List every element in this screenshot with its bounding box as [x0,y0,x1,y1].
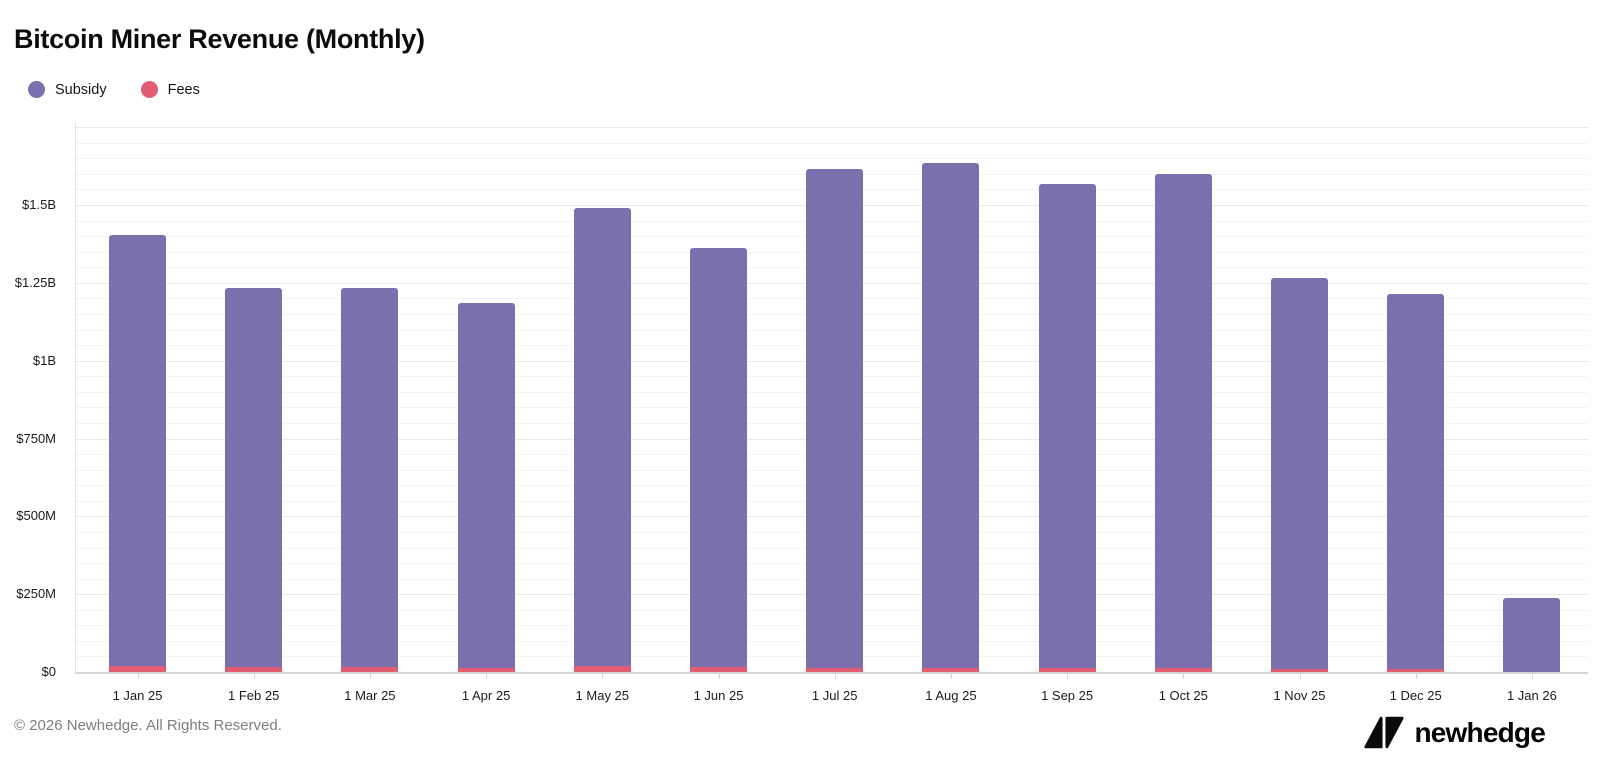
x-axis-label: 1 Jul 25 [811,688,858,703]
bar-1-jul-25-fees[interactable] [806,667,864,672]
bar-1-dec-25-subsidy[interactable] [1387,293,1445,670]
subsidy-dot-icon [28,81,45,98]
bar-1-nov-25-subsidy[interactable] [1271,278,1328,670]
fees-dot-icon [140,81,158,98]
x-axis-tick [253,674,255,679]
copyright-text: © 2026 Newhedge. All Rights Reserved. [14,717,282,734]
legend-item-subsidy[interactable]: Subsidy [28,81,107,98]
bar-1-nov-25-fees[interactable] [1271,669,1328,672]
gridline-1750m [75,127,1588,129]
bar-1-mar-25-subsidy[interactable] [341,288,399,668]
bar-1-jan-26-subsidy[interactable] [1503,597,1561,672]
legend-item-fees[interactable]: Fees [140,81,200,98]
legend-label-subsidy: Subsidy [55,81,107,98]
bar-1-jun-25-subsidy[interactable] [690,247,747,667]
x-axis-tick [486,674,488,679]
legend: Subsidy Fees [28,81,200,98]
gridline-1700m [75,142,1588,144]
x-axis-label: 1 Mar 25 [344,688,396,703]
bar-1-jul-25-subsidy[interactable] [806,169,864,668]
bar-1-sep-25-fees[interactable] [1038,668,1096,672]
bar-1-jan-25-fees[interactable] [109,665,166,672]
x-axis-label: 1 May 25 [575,688,630,703]
x-axis-label: 1 Nov 25 [1273,688,1326,703]
x-axis-label: 1 Feb 25 [228,688,280,703]
bar-1-dec-25-fees[interactable] [1387,669,1445,672]
y-axis-label: $750M [16,430,56,446]
bar-1-apr-25-fees[interactable] [457,667,515,672]
y-axis-label: $500M [16,508,56,524]
x-axis-label: 1 Jun 25 [693,688,744,703]
x-axis-tick [1067,674,1069,679]
bar-1-may-25-subsidy[interactable] [573,208,631,667]
bar-1-jun-25-fees[interactable] [690,667,747,672]
x-axis-label: 1 Dec 25 [1389,688,1442,703]
x-axis-label: 1 Sep 25 [1041,688,1094,703]
x-axis-label: 1 Aug 25 [925,688,977,703]
bar-1-oct-25-fees[interactable] [1154,668,1212,672]
bar-1-aug-25-fees[interactable] [922,668,980,672]
page-title: Bitcoin Miner Revenue (Monthly) [14,24,425,54]
x-axis-label: 1 Jan 25 [112,688,163,703]
x-axis-tick [1531,674,1533,679]
y-axis-label: $1.5B [22,197,56,212]
x-axis-label: 1 Apr 25 [461,688,511,703]
x-axis-tick [834,674,836,679]
legend-label-fees: Fees [167,81,200,98]
x-axis-label: 1 Oct 25 [1158,688,1208,703]
bar-1-feb-25-subsidy[interactable] [225,287,283,668]
bar-1-aug-25-subsidy[interactable] [922,162,980,669]
bar-1-mar-25-fees[interactable] [341,667,399,672]
y-axis-label: $250M [16,586,56,602]
newhedge-logo[interactable]: newhedge [1363,716,1546,749]
bar-1-feb-25-fees[interactable] [225,667,283,672]
bar-1-sep-25-subsidy[interactable] [1038,183,1096,669]
bar-1-oct-25-subsidy[interactable] [1154,174,1212,669]
x-axis-tick [1183,674,1185,679]
gridline-1650m [75,158,1588,160]
y-axis-label: $1B [32,352,56,368]
x-axis-line [75,671,1588,674]
x-axis-tick [1415,674,1417,679]
x-axis-tick [718,674,720,679]
newhedge-logo-icon [1364,716,1405,749]
bar-1-jan-25-subsidy[interactable] [109,234,166,666]
y-axis-label: $1.25B [14,274,56,290]
x-axis-tick [1299,674,1301,679]
bar-1-apr-25-subsidy[interactable] [457,303,515,668]
bar-1-may-25-fees[interactable] [573,666,631,672]
x-axis-tick [369,674,371,679]
y-axis-label: $0 [41,664,56,679]
y-axis-line [75,122,76,673]
x-axis-tick [137,674,139,679]
x-axis-label: 1 Jan 26 [1506,688,1557,703]
x-axis-tick [950,674,952,679]
x-axis-tick [602,674,604,679]
newhedge-logo-text: newhedge [1414,716,1545,748]
